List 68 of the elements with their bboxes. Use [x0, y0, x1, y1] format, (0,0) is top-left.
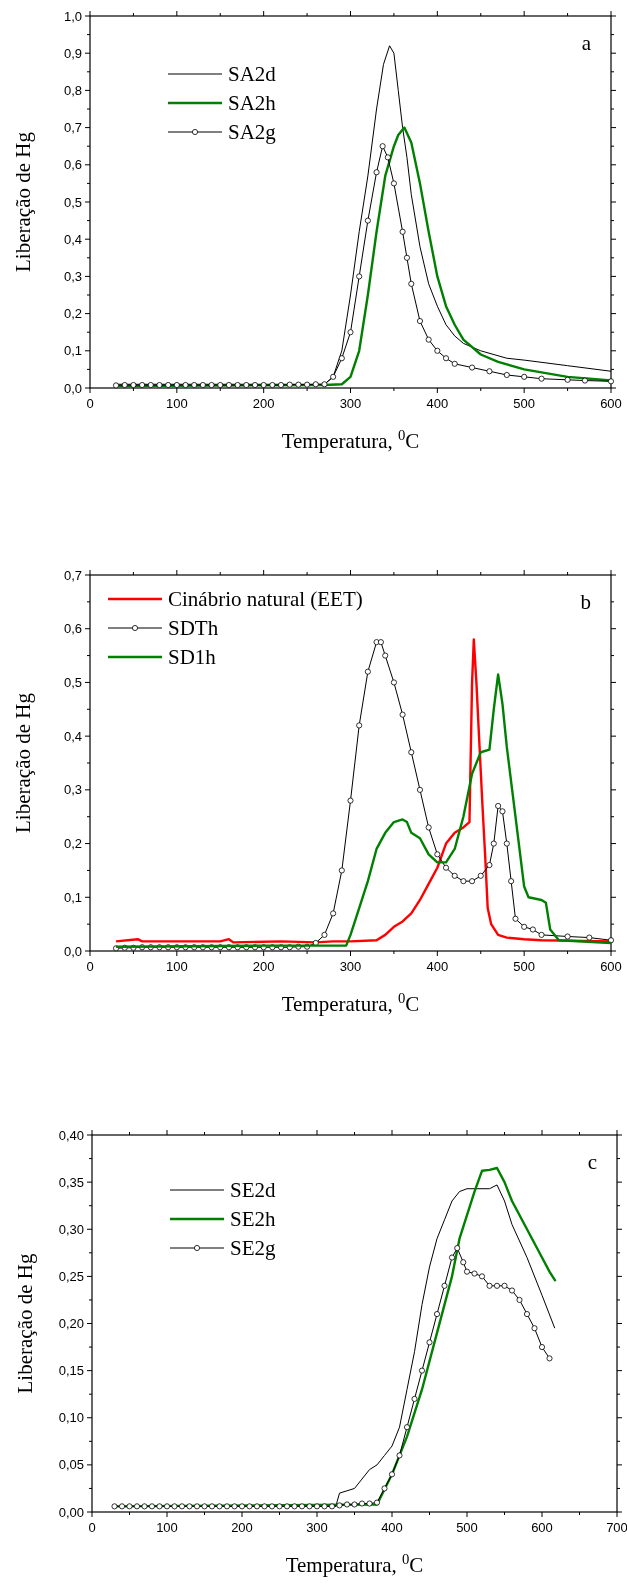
y-axis-title: Liberação de Hg: [11, 692, 35, 833]
x-tick-label: 100: [156, 1520, 178, 1535]
y-axis-title: Liberação de Hg: [13, 1253, 37, 1394]
legend-label: SE2g: [230, 1236, 277, 1261]
y-tick-label: 0,5: [63, 674, 82, 690]
x-tick-label: 600: [531, 1520, 553, 1535]
y-tick-label: 0,7: [63, 120, 82, 136]
x-tick-label: 600: [600, 396, 622, 411]
legend-label: SD1h: [168, 645, 217, 670]
legend-label: SA2g: [228, 120, 277, 145]
y-tick-label: 0,3: [63, 268, 82, 284]
y-tick-label: 0,4: [63, 728, 82, 744]
legend-label: SA2h: [228, 91, 277, 116]
y-tick-label: 0,00: [58, 1504, 84, 1520]
y-tick-label: 0,4: [63, 231, 82, 247]
y-tick-label: 0,40: [58, 1127, 84, 1143]
y-tick-label: 0,1: [63, 889, 82, 905]
x-axis-title: Temperatura, $^{0}$C: [281, 990, 420, 1016]
y-axis-title: Liberação de Hg: [11, 131, 35, 272]
x-tick-label: 300: [339, 396, 362, 411]
annotation: c: [587, 1150, 597, 1174]
y-tick-label: 0,5: [63, 194, 82, 210]
x-tick-label: 100: [165, 959, 188, 974]
legend-label: SDTh: [168, 616, 219, 641]
x-tick-label: 600: [600, 959, 622, 974]
y-tick-label: 0,25: [58, 1268, 84, 1284]
x-tick-label: 400: [381, 1520, 403, 1535]
y-tick-label: 0,6: [63, 621, 82, 637]
legend-label: SE2h: [230, 1207, 277, 1232]
y-tick-label: 0,3: [63, 782, 82, 798]
x-tick-label: 400: [426, 396, 449, 411]
y-tick-label: 0,15: [58, 1363, 84, 1379]
y-tick-label: 0,10: [58, 1410, 84, 1426]
y-tick-label: 0,1: [63, 343, 82, 359]
y-tick-label: 0,9: [63, 45, 82, 61]
x-tick-label: 200: [231, 1520, 253, 1535]
y-tick-label: 0,05: [58, 1457, 84, 1473]
y-tick-label: 0,30: [58, 1221, 84, 1237]
y-tick-label: 0,2: [63, 306, 82, 322]
y-tick-label: 0,8: [63, 82, 82, 98]
y-tick-label: 0,20: [58, 1316, 84, 1332]
x-tick-label: 200: [252, 959, 275, 974]
annotation: b: [580, 590, 591, 614]
x-tick-label: 700: [606, 1520, 627, 1535]
legend-label: SE2d: [230, 1178, 277, 1203]
x-tick-label: 300: [339, 959, 362, 974]
legend-label: Cinábrio natural (EET): [168, 587, 363, 612]
x-tick-label: 100: [165, 396, 188, 411]
y-tick-label: 0,0: [63, 943, 82, 959]
y-tick-label: 0,7: [63, 567, 82, 583]
y-tick-label: 0,0: [63, 380, 82, 396]
x-axis-title: Temperatura, $^{0}$C: [281, 427, 420, 453]
x-tick-label: 400: [426, 959, 449, 974]
x-tick-label: 200: [252, 396, 275, 411]
y-tick-label: 1,0: [63, 8, 82, 24]
x-axis-title: Temperatura, $^{0}$C: [285, 1551, 424, 1577]
x-tick-label: 500: [513, 959, 536, 974]
annotation: a: [581, 31, 592, 55]
x-tick-label: 500: [513, 396, 536, 411]
x-tick-label: 500: [456, 1520, 478, 1535]
x-tick-label: 0: [86, 396, 94, 411]
legend-label: SA2d: [228, 62, 277, 87]
x-tick-label: 0: [88, 1520, 96, 1535]
x-tick-label: 300: [306, 1520, 328, 1535]
x-tick-label: 0: [86, 959, 94, 974]
y-tick-label: 0,35: [58, 1174, 84, 1190]
y-tick-label: 0,6: [63, 157, 82, 173]
y-tick-label: 0,2: [63, 836, 82, 852]
